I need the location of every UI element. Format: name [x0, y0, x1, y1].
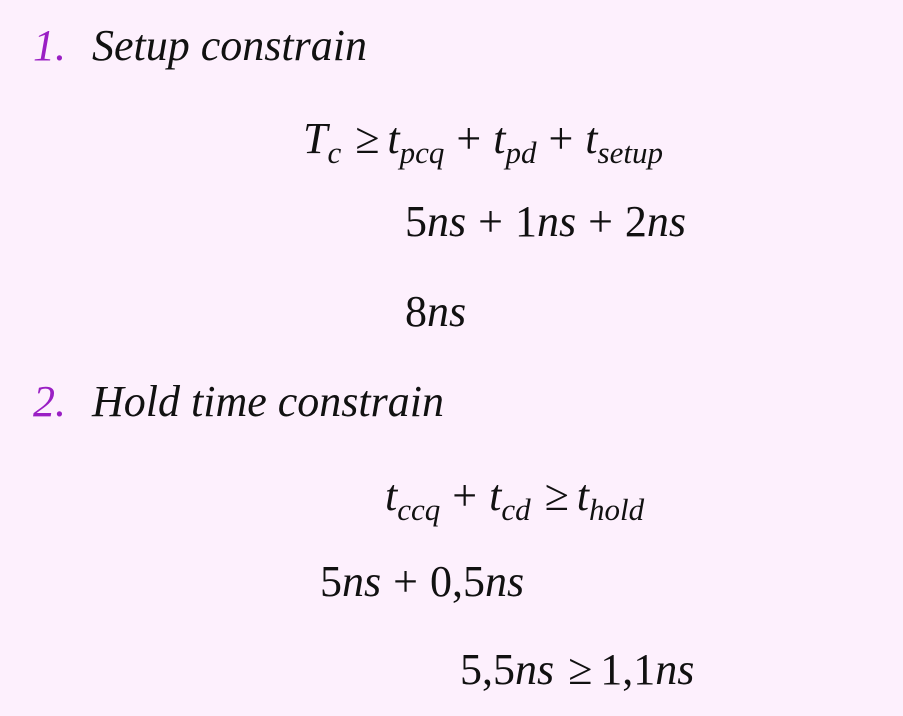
value-number: 1	[514, 197, 537, 246]
value-number: 5,5	[460, 645, 515, 694]
value-unit: ns	[427, 197, 467, 246]
value-unit: ns	[536, 197, 577, 246]
value-unit: ns	[655, 645, 695, 694]
term-subscript: pcq	[399, 135, 445, 170]
section-1-number: 1.	[33, 21, 66, 70]
clock-period-subscript: c	[327, 135, 342, 170]
section-1-title: Setup constrain	[92, 21, 367, 70]
value-unit: ns	[427, 287, 467, 336]
term-base: t	[387, 114, 400, 163]
value-number: 5	[320, 557, 342, 606]
plus-operator: +	[393, 557, 418, 606]
term-subscript: setup	[597, 135, 663, 170]
plus-operator: +	[588, 197, 613, 246]
value-number: 8	[405, 287, 427, 336]
section-2-number: 2.	[33, 377, 66, 426]
term-base: t	[585, 114, 598, 163]
section-2-title: Hold time constrain	[92, 377, 444, 426]
term-base: t	[385, 471, 398, 520]
clock-period-symbol: T	[303, 114, 328, 163]
value-unit: ns	[342, 557, 382, 606]
term-base: t	[489, 471, 502, 520]
term-subscript: cd	[501, 492, 531, 527]
term-subscript: ccq	[397, 492, 441, 527]
value-number: 2	[624, 197, 647, 246]
greater-equal-symbol: ≥	[355, 114, 380, 163]
value-unit: ns	[484, 557, 525, 606]
plus-operator: +	[456, 114, 482, 163]
value-number: 5	[405, 197, 427, 246]
value-number: 0,5	[429, 557, 485, 606]
hold-values-equation: 5ns +0,5ns	[320, 560, 524, 604]
setup-values-equation: 5ns +1ns +2ns	[405, 200, 686, 244]
section-2-heading: 2. Hold time constrain	[33, 380, 444, 424]
section-1-heading: 1. Setup constrain	[33, 24, 367, 68]
greater-equal-symbol: ≥	[544, 471, 569, 520]
plus-operator: +	[452, 471, 478, 520]
greater-equal-symbol: ≥	[568, 645, 593, 694]
hold-result-equation: 5,5ns ≥1,1ns	[460, 648, 694, 692]
term-subscript: hold	[588, 492, 645, 527]
setup-constraint-equation: Tc ≥ tpcq + tpd + tsetup	[303, 114, 663, 169]
setup-result: 8ns	[405, 290, 466, 334]
hold-constraint-equation: tccq + tcd ≥ thold	[385, 471, 644, 526]
term-base: t	[493, 114, 506, 163]
plus-operator: +	[548, 114, 574, 163]
value-unit: ns	[515, 645, 555, 694]
value-unit: ns	[646, 197, 687, 246]
value-number: 1,1	[600, 645, 656, 694]
plus-operator: +	[478, 197, 503, 246]
term-subscript: pd	[505, 135, 537, 170]
term-base: t	[576, 471, 589, 520]
